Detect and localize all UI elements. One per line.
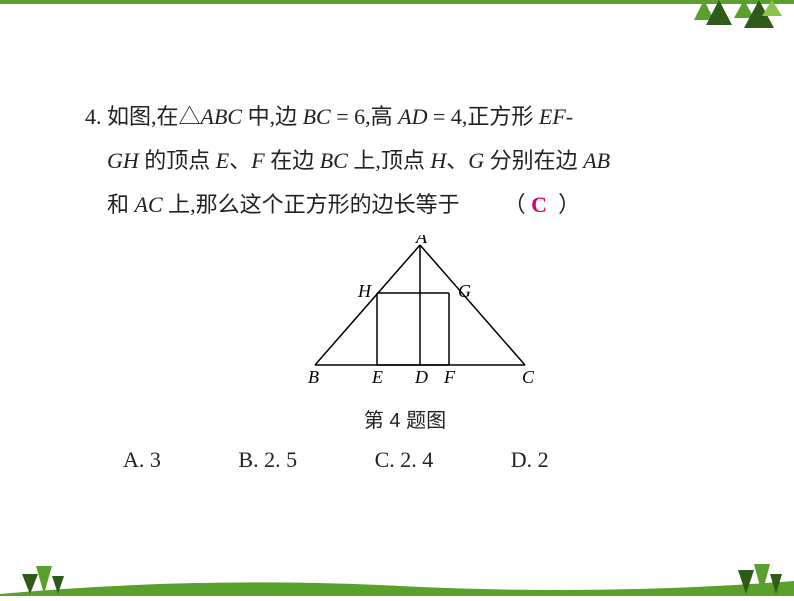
svg-text:C: C bbox=[522, 367, 535, 387]
option-b: B. 2. 5 bbox=[238, 447, 297, 473]
svg-text:G: G bbox=[458, 281, 471, 301]
option-d: D. 2 bbox=[511, 447, 549, 473]
svg-text:B: B bbox=[308, 367, 319, 387]
problem-number: 4. bbox=[85, 104, 102, 129]
option-a: A. 3 bbox=[123, 447, 161, 473]
top-border bbox=[0, 0, 794, 4]
svg-text:A: A bbox=[415, 235, 428, 247]
svg-text:E: E bbox=[371, 367, 383, 387]
problem-text: 4. 如图,在△ABC 中,边 BC = 6,高 AD = 4,正方形 EF- … bbox=[85, 95, 725, 227]
leaf-decoration-top bbox=[694, 0, 784, 45]
problem-content: 4. 如图,在△ABC 中,边 BC = 6,高 AD = 4,正方形 EF- … bbox=[85, 95, 725, 473]
figure-caption: 第 4 题图 bbox=[85, 404, 725, 433]
svg-text:D: D bbox=[414, 367, 428, 387]
figure: A B C D E F G H 第 4 题图 bbox=[85, 235, 725, 433]
answer: C bbox=[531, 192, 547, 217]
svg-text:H: H bbox=[357, 281, 372, 301]
bottom-decoration bbox=[0, 556, 794, 596]
option-c: C. 2. 4 bbox=[375, 447, 434, 473]
geometry-diagram: A B C D E F G H bbox=[270, 235, 540, 395]
svg-text:F: F bbox=[443, 367, 456, 387]
options: A. 3 B. 2. 5 C. 2. 4 D. 2 bbox=[85, 447, 725, 473]
